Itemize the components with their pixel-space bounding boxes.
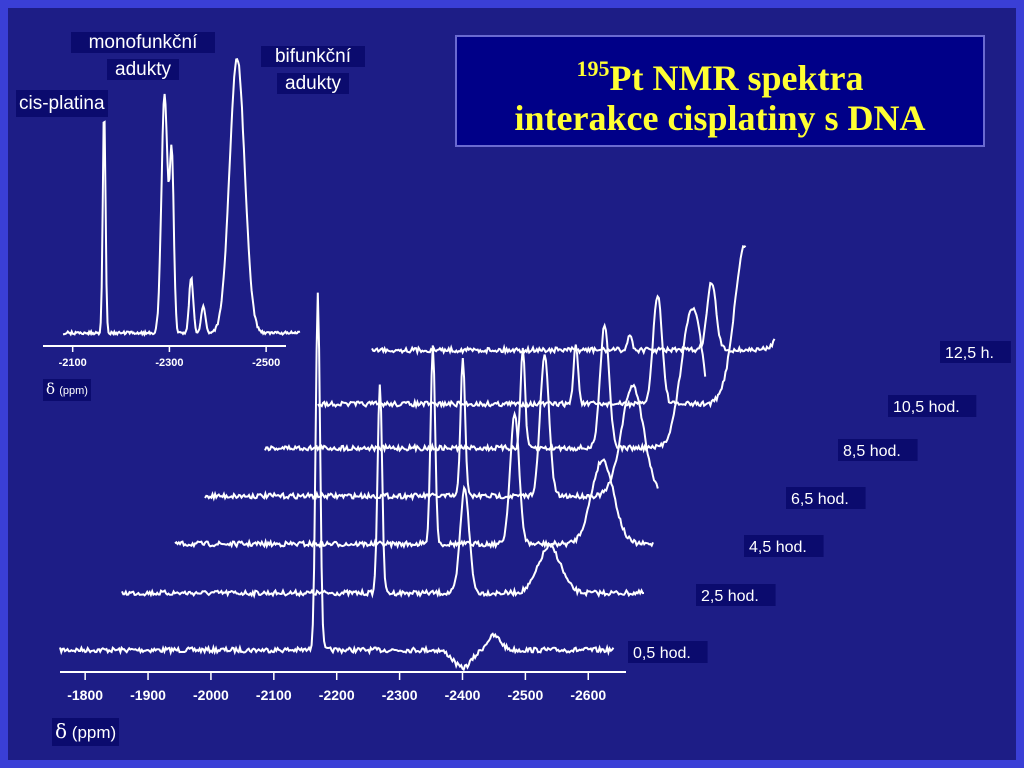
series-label-bg xyxy=(696,584,776,606)
series-label-bg xyxy=(744,535,824,557)
main-tick-label: -1900 xyxy=(130,687,166,703)
title-line-1: 195Pt NMR spektra xyxy=(457,49,983,98)
inset-spectrum-trace xyxy=(62,58,301,338)
main-tick-label: -2000 xyxy=(193,687,229,703)
delta-symbol-small: δ xyxy=(46,380,56,398)
delta-ppm-small: δ (ppm) xyxy=(43,379,91,401)
monofunkcni-label: monofunkční adukty xyxy=(52,29,234,85)
spectrum-trace xyxy=(174,345,654,550)
series-label: 6,5 hod. xyxy=(791,491,849,508)
delta-symbol-main: δ xyxy=(55,719,68,743)
main-tick-label: -2300 xyxy=(382,687,418,703)
bifunkcni-line-2: adukty xyxy=(277,73,349,94)
main-tick-label: -2400 xyxy=(445,687,481,703)
series-label: 12,5 h. xyxy=(945,345,994,362)
series-label-bg xyxy=(888,395,977,417)
delta-ppm-main: δ (ppm) xyxy=(52,718,120,746)
bifunkcni-label: bifunkční adukty xyxy=(248,43,378,99)
series-label-bg xyxy=(628,641,708,663)
title-text-1: Pt NMR spektra xyxy=(609,58,864,98)
monofunkcni-line-1: monofunkční xyxy=(70,32,216,53)
series-label-bg xyxy=(786,487,866,509)
main-tick-label: -1800 xyxy=(67,687,103,703)
spectrum-trace xyxy=(59,292,615,672)
spectrum-trace xyxy=(204,354,659,502)
main-tick-label: -2500 xyxy=(507,687,543,703)
main-tick-label: -2100 xyxy=(256,687,292,703)
monofunkcni-line-2: adukty xyxy=(107,59,179,80)
spectrum-trace xyxy=(264,306,707,454)
bifunkcni-line-1: bifunkční xyxy=(260,46,366,67)
slide: -1800 -1900 -2000 -2100 -2200 -2300 -2400 -2500… xyxy=(8,8,1016,760)
main-tick-label: -2200 xyxy=(319,687,355,703)
series-label-bg xyxy=(838,439,918,461)
title-superscript: 195 xyxy=(576,56,610,81)
spectrum-trace xyxy=(317,245,747,410)
inset-tick-label: -2100 xyxy=(59,357,87,369)
ppm-main: (ppm) xyxy=(71,723,117,742)
inset-tick-label: -2300 xyxy=(155,357,183,369)
spectra-plot: -1800 -1900 -2000 -2100 -2200 -2300 -2400 -2500… xyxy=(43,58,1011,703)
spectrum-trace xyxy=(371,281,776,356)
series-label: 4,5 hod. xyxy=(749,539,807,556)
series-label: 0,5 hod. xyxy=(633,645,691,662)
main-tick-label: -2600 xyxy=(570,687,606,703)
series-label: 2,5 hod. xyxy=(701,588,759,605)
series-label: 10,5 hod. xyxy=(893,399,960,416)
spectrum-trace xyxy=(121,384,645,599)
title-box: 195Pt NMR spektra interakce cisplatiny s… xyxy=(455,35,985,147)
cis-platina-label: cis-platina xyxy=(16,90,108,117)
series-label-bg xyxy=(940,341,1011,363)
inset-tick-label: -2500 xyxy=(252,357,280,369)
series-label: 8,5 hod. xyxy=(843,443,901,460)
title-line-2: interakce cisplatiny s DNA xyxy=(514,98,926,138)
ppm-small: (ppm) xyxy=(59,385,88,397)
